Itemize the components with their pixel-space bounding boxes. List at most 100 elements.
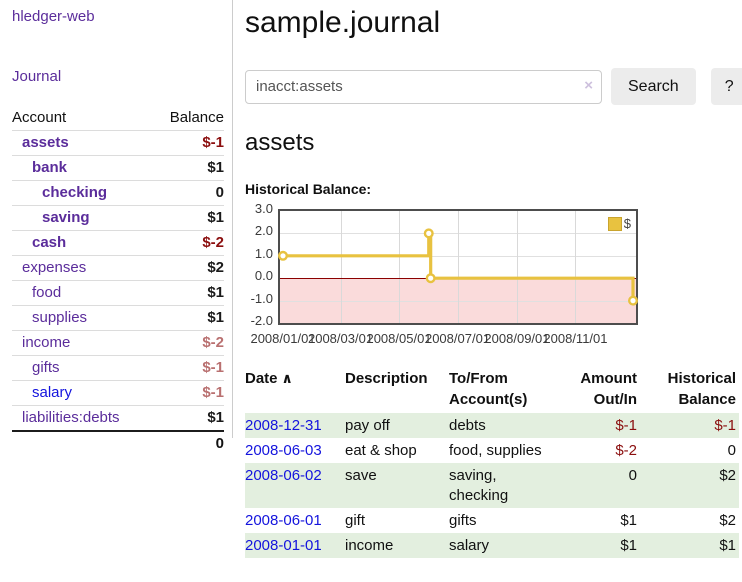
accounts-list: assets $-1 bank $1 checking 0 saving $1 … bbox=[12, 130, 224, 430]
x-axis-tick-label: 2008/11/01 bbox=[543, 331, 608, 346]
description-column-header: Description bbox=[345, 370, 428, 387]
account-row: cash $-2 bbox=[12, 230, 224, 255]
account-balance-value: $-1 bbox=[202, 134, 224, 151]
transaction-date-cell: 2008-06-02 bbox=[245, 463, 345, 508]
historical-balance-chart: $ 3.0 2.0 1.0 0.0 -1.0 -2.0 2008/01/01 2008/03/… bbox=[245, 201, 742, 347]
transaction-accounts-cell: food, supplies bbox=[449, 442, 542, 459]
data-point-marker bbox=[628, 295, 639, 306]
transaction-accounts-cell: gifts bbox=[449, 512, 477, 529]
accounts-total-row: 0 bbox=[12, 430, 224, 455]
register-header-row: Date ∧ Description To/From Account(s) Amo… bbox=[245, 366, 739, 413]
journal-nav-link[interactable]: Journal bbox=[12, 68, 62, 85]
accounts-column-header: To/From Account(s) bbox=[449, 370, 528, 408]
app-title-link[interactable]: hledger-web bbox=[12, 8, 95, 25]
transaction-amount-cell: $-2 bbox=[615, 442, 637, 459]
search-form: × Search ? bbox=[245, 68, 742, 105]
search-button[interactable]: Search bbox=[611, 68, 696, 105]
account-name-link[interactable]: assets bbox=[22, 134, 69, 151]
y-axis-tick-label: -2.0 bbox=[250, 313, 273, 328]
account-name-link[interactable]: bank bbox=[32, 159, 68, 176]
y-axis-tick-label: -1.0 bbox=[250, 290, 273, 306]
clear-search-icon[interactable]: × bbox=[584, 76, 593, 94]
account-balance-value: 0 bbox=[215, 184, 224, 201]
vertical-gridline bbox=[516, 211, 518, 323]
y-axis-tick-label: 0.0 bbox=[254, 268, 273, 284]
account-row: income $-2 bbox=[12, 330, 224, 355]
account-balance-value: $-1 bbox=[202, 359, 224, 376]
balance-column-header: Balance bbox=[169, 109, 224, 126]
transaction-balance-cell: 0 bbox=[727, 442, 736, 459]
main-content: sample.journal × Search ? assets Histori… bbox=[245, 0, 742, 558]
register-row: 2008-06-03 eat & shop food, supplies $-2… bbox=[245, 438, 739, 463]
transaction-date-link[interactable]: 2008-06-01 bbox=[245, 512, 322, 529]
register-row: 2008-06-01 gift gifts $1 $2 bbox=[245, 508, 739, 533]
transaction-accounts-cell: saving, checking bbox=[449, 467, 509, 504]
x-axis-tick-label: 2008/09/01 bbox=[484, 331, 550, 346]
transaction-balance-cell: $1 bbox=[719, 537, 736, 554]
account-heading: assets bbox=[245, 129, 315, 156]
transaction-amount-cell: 0 bbox=[628, 467, 637, 484]
sort-ascending-icon: ∧ bbox=[281, 370, 293, 386]
y-axis-tick-label: 3.0 bbox=[254, 201, 273, 216]
account-balance-value: $-2 bbox=[202, 334, 224, 351]
y-axis-tick-label: 2.0 bbox=[254, 223, 273, 239]
accounts-header-row: Account Balance bbox=[12, 106, 224, 130]
balance-step-line bbox=[278, 228, 639, 306]
account-name-link[interactable]: saving bbox=[42, 209, 90, 226]
transaction-description-cell: save bbox=[345, 467, 377, 484]
chart-legend: $ bbox=[607, 216, 631, 231]
transaction-accounts-cell: salary bbox=[449, 537, 490, 554]
account-name-link[interactable]: gifts bbox=[32, 359, 60, 376]
account-row: saving $1 bbox=[12, 205, 224, 230]
account-balance-value: $1 bbox=[207, 284, 224, 301]
account-balance-value: $1 bbox=[207, 209, 224, 226]
account-row: assets $-1 bbox=[12, 130, 224, 155]
account-name-link[interactable]: cash bbox=[32, 234, 67, 251]
series-legend-label: $ bbox=[623, 216, 631, 231]
balance-column-header: Historical Balance bbox=[667, 370, 736, 408]
total-balance-value: 0 bbox=[215, 435, 224, 452]
amount-column-header: Amount Out/In bbox=[580, 370, 637, 408]
account-name-link[interactable]: checking bbox=[42, 184, 108, 201]
account-column-header: Account bbox=[12, 109, 67, 126]
transaction-date-link[interactable]: 2008-12-31 bbox=[245, 417, 322, 434]
account-row: food $1 bbox=[12, 280, 224, 305]
account-name-link[interactable]: liabilities:debts bbox=[22, 409, 120, 426]
help-button[interactable]: ? bbox=[710, 68, 742, 105]
transaction-accounts-cell: debts bbox=[449, 417, 486, 434]
account-row: expenses $2 bbox=[12, 255, 224, 280]
data-point-marker bbox=[278, 250, 288, 261]
transaction-date-link[interactable]: 2008-06-02 bbox=[245, 467, 322, 484]
transaction-date-cell: 2008-12-31 bbox=[245, 413, 345, 438]
account-balance-value: $-1 bbox=[202, 384, 224, 401]
x-axis-tick-label: 2008/01/01 bbox=[250, 331, 316, 346]
transaction-date-link[interactable]: 2008-06-03 bbox=[245, 442, 322, 459]
chart-plot-area: $ bbox=[278, 209, 639, 325]
account-name-link[interactable]: income bbox=[22, 334, 71, 351]
account-balance-value: $1 bbox=[207, 409, 224, 426]
transaction-description-cell: eat & shop bbox=[345, 442, 417, 459]
date-column-header[interactable]: Date ∧ bbox=[245, 370, 293, 387]
transaction-date-link[interactable]: 2008-01-01 bbox=[245, 537, 322, 554]
data-point-marker bbox=[425, 273, 436, 284]
search-box: × bbox=[245, 69, 602, 104]
account-balance-value: $-2 bbox=[202, 234, 224, 251]
account-name-link[interactable]: expenses bbox=[22, 259, 87, 276]
account-name-link[interactable]: food bbox=[32, 284, 62, 301]
transaction-description-cell: pay off bbox=[345, 417, 390, 434]
account-row: supplies $1 bbox=[12, 305, 224, 330]
transaction-amount-cell: $1 bbox=[620, 512, 637, 529]
series-swatch-icon bbox=[607, 216, 622, 231]
account-name-link[interactable]: supplies bbox=[32, 309, 88, 326]
transaction-balance-cell: $-1 bbox=[714, 417, 736, 434]
transaction-balance-cell: $2 bbox=[719, 512, 736, 529]
sidebar: hledger-web Journal Account Balance asse… bbox=[0, 0, 233, 452]
register-row: 2008-12-31 pay off debts $-1 $-1 bbox=[245, 413, 739, 438]
search-input[interactable] bbox=[245, 69, 602, 104]
accounts-panel: Account Balance assets $-1 bank $1 check… bbox=[12, 106, 224, 455]
x-axis-tick-label: 2008/07/01 bbox=[424, 331, 491, 346]
chart-title: Historical Balance: bbox=[245, 181, 372, 197]
account-name-link[interactable]: salary bbox=[32, 384, 73, 401]
transaction-description-cell: income bbox=[345, 537, 394, 554]
data-point-marker bbox=[423, 228, 434, 239]
